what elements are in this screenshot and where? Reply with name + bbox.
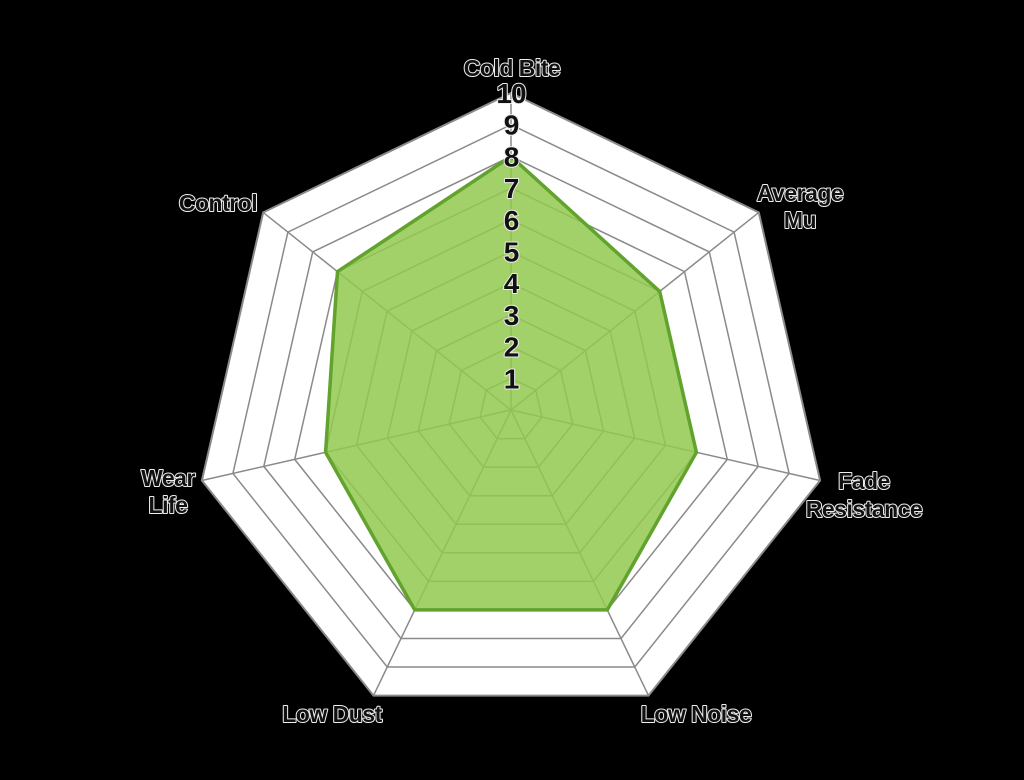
tick-label-8: 8: [504, 141, 519, 172]
axis-label-line-low-noise: Low Noise: [641, 701, 752, 727]
axis-label-line-fade: Fade: [838, 468, 890, 494]
tick-label-1: 1: [504, 363, 519, 394]
axis-label-low-noise: Low Noise: [640, 700, 753, 728]
series-polygon-rating: [323, 154, 699, 612]
axis-label-line-control: Control: [179, 190, 257, 216]
tick-label-3: 3: [504, 300, 519, 331]
tick-label-10: 10: [496, 78, 526, 109]
axis-label-line-mu: Mu: [784, 207, 816, 233]
tick-label-4: 4: [504, 268, 520, 299]
axis-label-control: Control: [178, 189, 259, 217]
tick-label-2: 2: [504, 332, 519, 363]
axis-label-line-resistance: Resistance: [806, 496, 922, 522]
axis-label-line-life: Life: [149, 492, 188, 518]
axis-label-low-dust: Low Dust: [281, 700, 384, 728]
radar-grid-ring-9: [232, 123, 790, 668]
tick-label-7: 7: [504, 173, 519, 204]
axis-label-line-low-dust: Low Dust: [282, 701, 382, 727]
axis-label-line-cold-bite: Cold Bite: [464, 55, 560, 81]
tick-label-5: 5: [504, 237, 519, 268]
radar-grid-ring-8: [262, 155, 760, 640]
axis-label-line-wear: Wear: [141, 465, 195, 491]
axis-label-line-average: Average: [757, 180, 843, 206]
tick-label-6: 6: [504, 205, 519, 236]
tick-label-9: 9: [504, 110, 519, 141]
axis-label-cold-bite: Cold Bite: [463, 54, 562, 82]
